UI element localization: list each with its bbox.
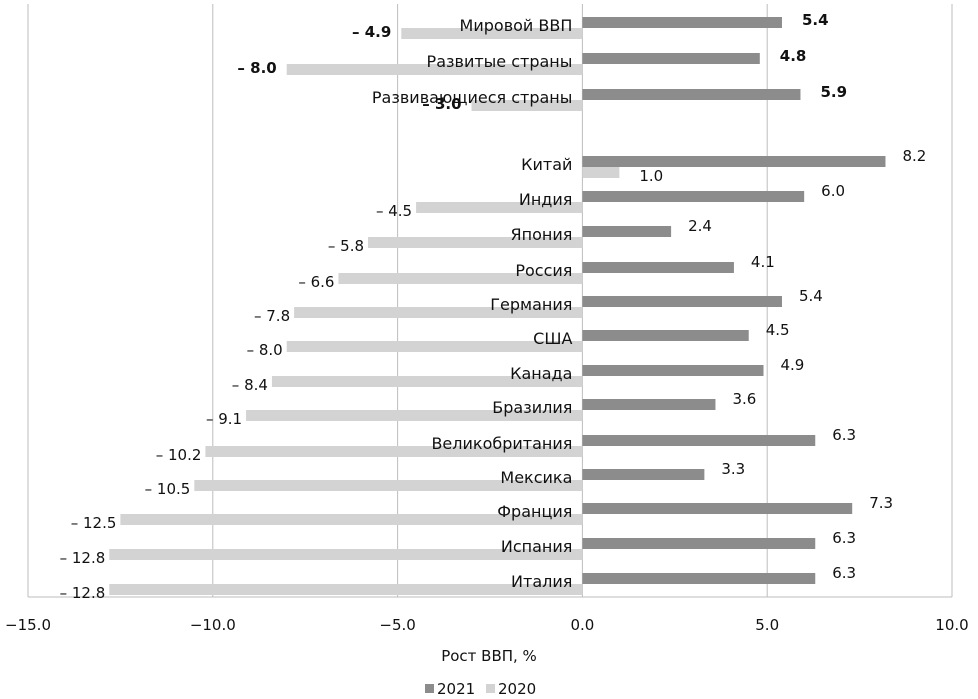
data-label-2021: 5.4 <box>802 11 829 29</box>
bar-2021 <box>582 296 782 307</box>
data-label-2020: – 9.1 <box>206 410 242 428</box>
bar-2021 <box>582 262 734 273</box>
data-label-2020: – 12.5 <box>71 514 117 532</box>
data-label-2021: 2.4 <box>688 217 712 235</box>
legend-swatch <box>425 684 434 693</box>
data-label-2020: 1.0 <box>639 167 663 185</box>
bar-2021 <box>582 435 816 446</box>
category-label: Италия <box>511 572 572 591</box>
bar-2021 <box>582 89 801 100</box>
data-label-2021: 6.3 <box>832 564 856 582</box>
bar-2021 <box>582 226 672 237</box>
legend: 2021 2020 <box>425 680 536 698</box>
data-label-2020: – 7.8 <box>254 307 290 325</box>
bar-2020 <box>582 167 620 178</box>
data-label-2020: – 8.4 <box>232 376 268 394</box>
bar-2020 <box>109 584 583 595</box>
category-label: Франция <box>497 502 572 521</box>
x-tick-label: −10.0 <box>190 616 236 634</box>
bar-2020 <box>286 341 583 352</box>
category-label: Мировой ВВП <box>460 16 573 35</box>
bar-2020 <box>338 273 583 284</box>
category-label: Мексика <box>500 468 572 487</box>
bar-2021 <box>582 365 764 376</box>
bar-2020 <box>286 64 583 75</box>
data-label-2021: 4.1 <box>751 253 775 271</box>
bar-2020 <box>109 549 583 560</box>
data-label-2020: – 4.5 <box>376 202 412 220</box>
bar-2021 <box>582 156 886 167</box>
x-tick-label: 10.0 <box>935 616 968 634</box>
bar-2020 <box>246 410 583 421</box>
category-labels: Мировой ВВП Развитые страны Развивающиеся … <box>372 16 573 591</box>
data-label-2020: – 5.8 <box>328 237 364 255</box>
category-label: Великобритания <box>431 434 572 453</box>
bar-2021 <box>582 17 782 28</box>
category-label: Развитые страны <box>427 52 573 71</box>
bar-2020 <box>416 202 583 213</box>
data-label-2020: – 3.0 <box>422 95 461 113</box>
category-label: Россия <box>515 261 572 280</box>
x-tick-label: 5.0 <box>755 616 779 634</box>
data-label-2020: – 8.0 <box>237 59 276 77</box>
data-label-2021: 3.3 <box>721 460 745 478</box>
data-label-2020: – 8.0 <box>247 341 283 359</box>
data-label-2021: 4.8 <box>780 47 807 65</box>
data-label-2021: 6.3 <box>832 426 856 444</box>
bar-2021 <box>582 538 816 549</box>
bar-2020 <box>120 514 583 525</box>
data-label-2021: 5.9 <box>820 83 847 101</box>
data-label-2020: – 6.6 <box>298 273 334 291</box>
category-label: Германия <box>490 295 572 314</box>
bar-2020 <box>194 480 583 491</box>
data-label-2020: – 10.2 <box>156 446 202 464</box>
bar-2021 <box>582 330 749 341</box>
bar-2021 <box>582 573 816 584</box>
data-label-2021: 6.0 <box>821 182 845 200</box>
bar-2021 <box>582 503 853 514</box>
data-label-2021: 6.3 <box>832 529 856 547</box>
bar-2020 <box>205 446 583 457</box>
data-label-2021: 5.4 <box>799 287 823 305</box>
x-tick-label: 0.0 <box>570 616 594 634</box>
category-label: Индия <box>519 190 573 209</box>
category-label: Канада <box>510 364 572 383</box>
category-label: Япония <box>511 225 573 244</box>
data-labels: 5.4 – 4.9 4.8 – 8.0 5.9 – 3.0 8.2 1.0 6.0 – 4.5 2.… <box>60 11 927 602</box>
bar-2021 <box>582 469 705 480</box>
category-label: Китай <box>521 155 572 174</box>
bar-2021 <box>582 399 716 410</box>
bar-2020 <box>271 376 583 387</box>
x-tick-label: −5.0 <box>379 616 415 634</box>
x-axis-title: Рост ВВП, % <box>441 647 537 665</box>
data-label-2020: – 10.5 <box>145 480 191 498</box>
bar-2021 <box>582 191 805 202</box>
bars <box>109 17 886 595</box>
category-label: Бразилия <box>492 398 572 417</box>
category-label: США <box>533 329 572 348</box>
bar-2021 <box>582 53 760 64</box>
data-label-2021: 3.6 <box>732 390 756 408</box>
bar-2020 <box>401 28 583 39</box>
bar-2020 <box>471 100 583 111</box>
data-label-2020: – 12.8 <box>60 549 106 567</box>
x-axis-ticks: −15.0 −10.0 −5.0 0.0 5.0 10.0 <box>5 616 969 634</box>
data-label-2021: 7.3 <box>869 494 893 512</box>
legend-label: 2021 <box>437 680 475 698</box>
data-label-2020: – 4.9 <box>352 23 391 41</box>
legend-swatch <box>486 684 495 693</box>
x-tick-label: −15.0 <box>5 616 51 634</box>
bar-2020 <box>368 237 583 248</box>
data-label-2021: 4.5 <box>766 321 790 339</box>
category-label: Развивающиеся страны <box>372 88 572 107</box>
data-label-2021: 8.2 <box>902 147 926 165</box>
category-label: Испания <box>501 537 573 556</box>
legend-label: 2020 <box>498 680 536 698</box>
bar-2020 <box>294 307 583 318</box>
data-label-2021: 4.9 <box>781 356 805 374</box>
data-label-2020: – 12.8 <box>60 584 106 602</box>
